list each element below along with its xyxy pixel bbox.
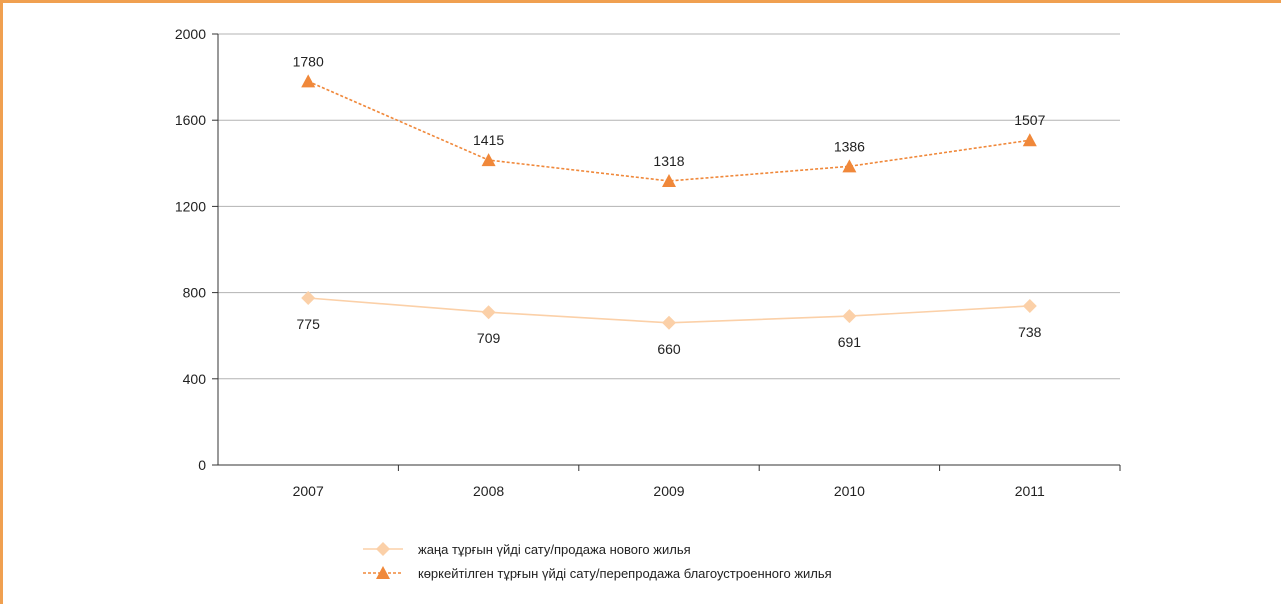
x-tick-label: 2007 xyxy=(293,483,324,499)
data-label: 775 xyxy=(297,316,321,332)
y-tick-label: 1200 xyxy=(175,198,206,214)
series-layer: 775 709 660 691 738 1780 1415 1318 1386 1507 xyxy=(293,53,1046,356)
data-point xyxy=(842,309,857,324)
y-tick-label: 2000 xyxy=(175,26,206,42)
data-label: 1415 xyxy=(473,132,504,148)
x-tick-label: 2008 xyxy=(473,483,504,499)
data-label: 660 xyxy=(657,341,681,357)
data-point xyxy=(1022,133,1037,147)
data-label: 1318 xyxy=(653,153,684,169)
legend-marker xyxy=(376,566,390,579)
data-label: 691 xyxy=(838,334,862,350)
legend-entry-2: көркейтілген тұрғын үйді сату/перепродаж… xyxy=(363,566,832,581)
series-2: 1780 1415 1318 1386 1507 xyxy=(293,53,1046,187)
y-tick-label: 1600 xyxy=(175,112,206,128)
legend-label: жаңа тұрғын үйді сату/продажа нового жил… xyxy=(418,542,691,557)
legend-label: көркейтілген тұрғын үйді сату/перепродаж… xyxy=(418,566,832,581)
x-tick-labels: 2007 2008 2009 2010 2011 xyxy=(293,483,1045,499)
grid-lines xyxy=(218,33,1120,380)
data-point xyxy=(842,159,857,173)
legend: жаңа тұрғын үйді сату/продажа нового жил… xyxy=(363,542,832,581)
axes xyxy=(212,33,1121,471)
data-label: 738 xyxy=(1018,324,1042,340)
data-point xyxy=(662,173,676,187)
data-label: 1507 xyxy=(1014,112,1045,128)
data-point xyxy=(1022,298,1037,313)
data-label: 709 xyxy=(477,330,501,346)
y-tick-label: 0 xyxy=(198,457,206,473)
data-label: 1386 xyxy=(834,138,865,154)
data-label: 1780 xyxy=(293,53,324,69)
y-tick-label: 400 xyxy=(183,371,207,387)
series-line xyxy=(307,80,1030,182)
series-1: 775 709 660 691 738 xyxy=(297,290,1042,357)
y-tick-labels: 0 400 800 1200 1600 2000 xyxy=(175,26,206,473)
legend-entry-1: жаңа тұрғын үйді сату/продажа нового жил… xyxy=(363,542,691,557)
x-tick-label: 2009 xyxy=(653,483,684,499)
data-point xyxy=(301,74,316,88)
data-point xyxy=(481,305,496,320)
x-tick-label: 2011 xyxy=(1015,483,1045,499)
data-point xyxy=(662,315,676,330)
data-point xyxy=(481,153,496,167)
legend-marker xyxy=(376,542,390,556)
x-tick-label: 2010 xyxy=(834,483,865,499)
data-point xyxy=(301,290,316,305)
y-tick-label: 800 xyxy=(183,285,207,301)
